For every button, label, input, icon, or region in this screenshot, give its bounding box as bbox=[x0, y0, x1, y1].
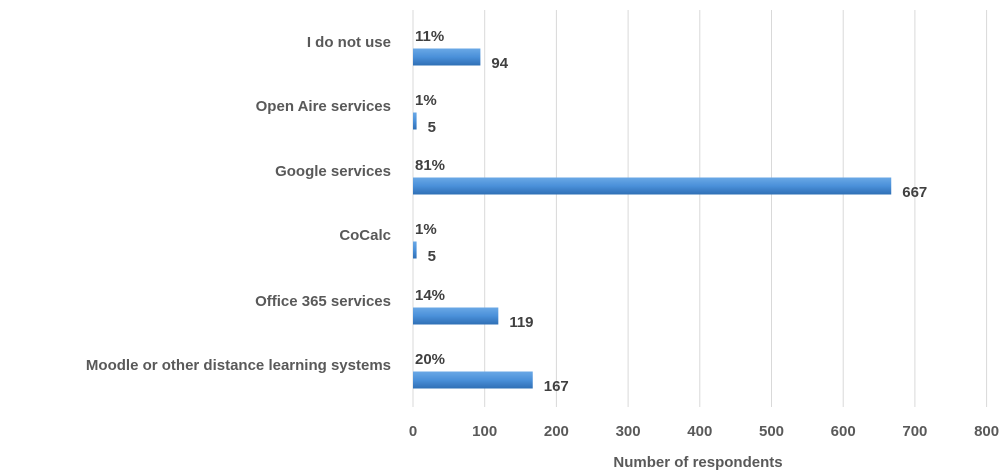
category-labels: I do not use Open Aire services Google ser… bbox=[86, 34, 391, 374]
value-label: 119 bbox=[509, 314, 533, 331]
x-tick-label: 500 bbox=[759, 423, 784, 440]
bar bbox=[413, 307, 499, 325]
value-label: 5 bbox=[428, 119, 436, 136]
percent-label: 1% bbox=[415, 221, 437, 238]
x-tick-label: 200 bbox=[544, 423, 569, 440]
category-label: CoCalc bbox=[339, 227, 391, 244]
bar bbox=[413, 48, 481, 66]
x-axis-title: Number of respondents bbox=[613, 454, 782, 470]
bar bbox=[413, 241, 417, 259]
category-label: Moodle or other distance learning system… bbox=[86, 357, 391, 374]
category-label: Open Aire services bbox=[256, 98, 391, 115]
value-label: 5 bbox=[428, 248, 436, 265]
value-label: 667 bbox=[902, 184, 927, 201]
bar bbox=[413, 112, 417, 130]
gridlines bbox=[412, 10, 988, 407]
x-tick-label: 300 bbox=[616, 423, 641, 440]
x-tick-label: 800 bbox=[974, 423, 999, 440]
x-tick-label: 0 bbox=[409, 423, 417, 440]
category-label: Google services bbox=[275, 163, 391, 180]
x-tick-label: 700 bbox=[902, 423, 927, 440]
x-tick-labels: 0 100 200 300 400 500 600 700 800 bbox=[409, 423, 999, 440]
bars: 11% 94 1% 5 81% 667 1% 5 14% 119 20% 167 bbox=[413, 28, 927, 395]
bar bbox=[413, 371, 533, 389]
category-label: I do not use bbox=[307, 34, 391, 51]
x-tick-label: 100 bbox=[472, 423, 497, 440]
percent-label: 20% bbox=[415, 351, 445, 368]
value-label: 94 bbox=[491, 55, 508, 72]
percent-label: 14% bbox=[415, 287, 445, 304]
bar bbox=[413, 177, 892, 195]
x-tick-label: 600 bbox=[831, 423, 856, 440]
percent-label: 11% bbox=[415, 28, 444, 45]
percent-label: 81% bbox=[415, 157, 445, 174]
percent-label: 1% bbox=[415, 92, 437, 109]
value-label: 167 bbox=[544, 378, 569, 395]
category-label: Office 365 services bbox=[255, 293, 391, 310]
x-tick-label: 400 bbox=[687, 423, 712, 440]
